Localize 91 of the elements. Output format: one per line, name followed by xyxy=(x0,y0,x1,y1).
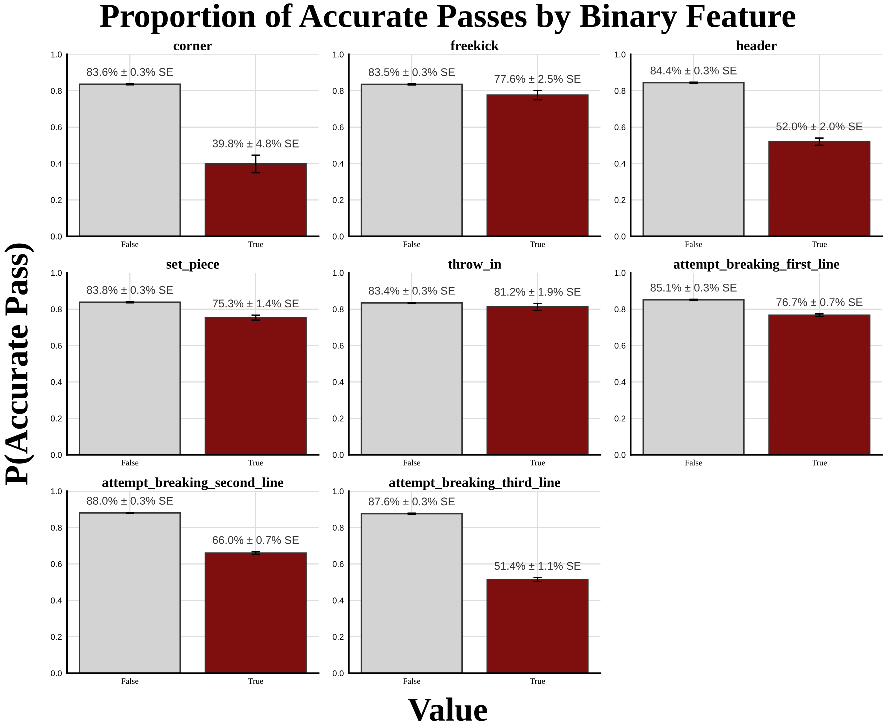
x-tick-label: False xyxy=(685,241,702,248)
text: Proportion of Accurate Passes by Binary Feature xyxy=(100,4,796,34)
y-tick-label: 0.0 xyxy=(51,234,62,240)
chart-title: corner xyxy=(174,44,212,51)
y-tick-label: 1.0 xyxy=(615,270,626,276)
y-tick-label: 0.8 xyxy=(51,88,62,94)
data-label: 52.0% ± 2.0% SE xyxy=(776,122,863,131)
y-tick-label: 1.0 xyxy=(51,270,62,276)
y-tick-label: 0.2 xyxy=(614,416,626,422)
data-label: 81.2% ± 1.9% SE xyxy=(494,288,581,296)
data-label: 76.7% ± 0.7% SE xyxy=(776,298,863,306)
y-tick-label: 0.6 xyxy=(332,343,344,349)
y-tick-label: 0.0 xyxy=(614,234,626,240)
y-tick-label: 0.0 xyxy=(332,234,344,240)
y-tick-label: 0.6 xyxy=(332,561,344,568)
y-tick-label: 0.2 xyxy=(51,197,62,204)
y-tick-label: 1.0 xyxy=(615,52,626,58)
data-label: 51.4% ± 1.1% SE xyxy=(494,562,581,570)
chart-title: throw_in xyxy=(448,259,502,271)
chart-title: attempt_breaking_third_line xyxy=(389,478,560,490)
y-tick-label: 0.6 xyxy=(614,343,626,349)
y-tick-label: 0.4 xyxy=(51,379,62,386)
data-label: 75.3% ± 1.4% SE xyxy=(213,300,299,308)
y-tick-label: 0.0 xyxy=(51,452,62,458)
y-tick-label: 0.0 xyxy=(332,452,344,458)
y-tick-label: 0.8 xyxy=(51,306,62,312)
y-tick-label: 0.6 xyxy=(51,561,62,568)
y-tick-label: 0.2 xyxy=(332,197,344,204)
text: P(Accurate Pass) xyxy=(4,244,35,486)
y-tick-label: 0.6 xyxy=(51,343,62,349)
data-label: 77.6% ± 2.5% SE xyxy=(494,75,581,84)
y-tick-label: 0.8 xyxy=(332,525,344,531)
data-label: 39.8% ± 4.8% SE xyxy=(212,140,299,148)
x-tick-label: True xyxy=(248,242,264,248)
x-tick-label: True xyxy=(248,678,264,684)
chart-title: freekick xyxy=(450,40,500,51)
y-tick-label: 0.6 xyxy=(51,124,62,130)
text: Value xyxy=(408,698,488,722)
y-tick-label: 0.6 xyxy=(332,124,344,130)
y-tick-label: 0.2 xyxy=(51,634,62,640)
chart-title: set_piece xyxy=(166,259,220,272)
y-tick-label: 0.0 xyxy=(332,670,344,676)
x-tick-label: True xyxy=(530,242,546,248)
y-tick-label: 0.4 xyxy=(332,379,344,386)
y-tick-label: 0.2 xyxy=(332,416,344,422)
data-label: 85.1% ± 0.3% SE xyxy=(650,284,737,292)
chart-title: header xyxy=(736,40,777,51)
y-tick-label: 1.0 xyxy=(51,52,62,58)
y-tick-label: 0.2 xyxy=(332,634,344,640)
y-tick-label: 0.4 xyxy=(51,161,62,167)
data-label: 83.8% ± 0.3% SE xyxy=(87,286,174,294)
y-tick-label: 0.4 xyxy=(614,379,626,386)
data-label: 66.0% ± 0.7% SE xyxy=(213,536,299,544)
x-tick-label: False xyxy=(403,678,420,684)
y-tick-label: 0.8 xyxy=(51,525,62,531)
x-tick-label: False xyxy=(122,678,139,684)
y-tick-label: 0.4 xyxy=(51,598,62,604)
y-tick-label: 0.4 xyxy=(332,598,344,604)
chart-title: attempt_breaking_second_line xyxy=(102,478,284,490)
x-tick-label: False xyxy=(685,460,702,466)
y-tick-label: 0.8 xyxy=(332,306,344,312)
y-tick-label: 0.4 xyxy=(332,161,344,167)
y-tick-label: 0.6 xyxy=(614,124,626,130)
y-tick-label: 1.0 xyxy=(333,52,344,58)
y-tick-label: 1.0 xyxy=(333,488,344,494)
x-tick-label: True xyxy=(812,460,828,466)
data-label: 87.6% ± 0.3% SE xyxy=(368,498,455,506)
x-tick-label: True xyxy=(812,242,828,248)
y-tick-label: 0.0 xyxy=(51,670,62,676)
x-tick-label: False xyxy=(122,241,139,248)
y-tick-label: 0.2 xyxy=(51,416,62,422)
data-label: 88.0% ± 0.3% SE xyxy=(87,497,174,505)
y-tick-label: 0.4 xyxy=(614,161,626,167)
y-tick-label: 1.0 xyxy=(51,488,62,494)
y-tick-label: 0.2 xyxy=(614,197,626,204)
data-label: 83.5% ± 0.3% SE xyxy=(368,68,455,76)
y-tick-label: 0.8 xyxy=(614,88,626,94)
x-tick-label: True xyxy=(530,678,546,684)
chart-title: attempt_breaking_first_line xyxy=(674,259,840,272)
y-tick-label: 1.0 xyxy=(333,270,344,276)
data-label: 84.4% ± 0.3% SE xyxy=(650,66,737,75)
x-tick-label: False xyxy=(403,460,420,466)
x-tick-label: False xyxy=(403,241,420,248)
x-tick-label: False xyxy=(122,460,139,466)
x-tick-label: True xyxy=(248,460,264,466)
y-tick-label: 0.8 xyxy=(614,306,626,312)
x-tick-label: True xyxy=(530,460,546,466)
data-label: 83.6% ± 0.3% SE xyxy=(87,68,174,76)
data-label: 83.4% ± 0.3% SE xyxy=(368,287,455,295)
y-tick-label: 0.0 xyxy=(614,452,626,458)
y-tick-label: 0.8 xyxy=(332,88,344,94)
